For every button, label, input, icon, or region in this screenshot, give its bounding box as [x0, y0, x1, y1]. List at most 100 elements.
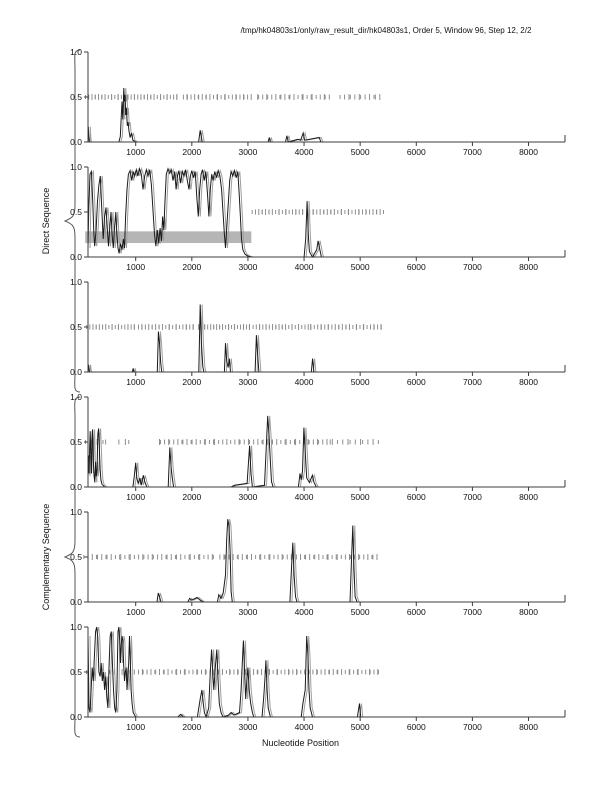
svg-text:7000: 7000	[463, 147, 482, 157]
coding-region-bar	[85, 231, 252, 244]
svg-text:6000: 6000	[407, 722, 426, 732]
orf-marks	[83, 554, 378, 560]
probability-curve	[87, 87, 563, 143]
svg-text:5000: 5000	[351, 722, 370, 732]
panel-direct-frame-1: 1.0 0.5 0.0 1000 2000 3000 4000 5000 6000 7000 800…	[70, 47, 566, 157]
svg-text:6000: 6000	[407, 147, 426, 157]
svg-text:8000: 8000	[519, 492, 538, 502]
svg-text:1.0: 1.0	[70, 277, 82, 287]
svg-text:1.0: 1.0	[70, 507, 82, 517]
x-tick-labels: 1000 2000 3000 4000 5000 6000 7000 8000	[126, 377, 538, 387]
svg-text:1.0: 1.0	[70, 392, 82, 402]
svg-text:4000: 4000	[295, 377, 314, 387]
panel-axes	[84, 166, 566, 261]
probability-curve-shadow	[89, 87, 565, 143]
svg-text:4000: 4000	[295, 262, 314, 272]
svg-text:3000: 3000	[238, 492, 257, 502]
svg-text:1000: 1000	[126, 262, 145, 272]
probability-curve-shadow	[89, 626, 565, 719]
svg-text:2000: 2000	[182, 377, 201, 387]
svg-text:0.5: 0.5	[70, 92, 82, 102]
svg-text:1000: 1000	[126, 147, 145, 157]
page-title: /tmp/hk04803s1/only/raw_result_dir/hk048…	[240, 26, 532, 35]
orf-marks	[86, 324, 382, 330]
svg-text:8000: 8000	[519, 377, 538, 387]
y-tick-labels: 1.0 0.5 0.0	[70, 277, 82, 377]
svg-text:8000: 8000	[519, 607, 538, 617]
panel-complementary-frame-1: 1.0 0.5 0.0 1000 2000 3000 4000 5000 6000 7000 800…	[70, 392, 566, 502]
orf-marks	[86, 669, 379, 675]
svg-text:5000: 5000	[351, 607, 370, 617]
panel-axes	[84, 396, 566, 491]
svg-text:4000: 4000	[295, 492, 314, 502]
x-tick-labels: 1000 2000 3000 4000 5000 6000 7000 8000	[126, 607, 538, 617]
svg-text:0.5: 0.5	[70, 322, 82, 332]
svg-text:7000: 7000	[463, 377, 482, 387]
svg-text:2000: 2000	[182, 607, 201, 617]
svg-text:1.0: 1.0	[70, 162, 82, 172]
orf-marks	[85, 439, 379, 445]
x-axis-title: Nucleotide Position	[261, 738, 340, 748]
svg-text:0.0: 0.0	[70, 137, 82, 147]
y-tick-labels: 1.0 0.5 0.0	[70, 47, 82, 147]
svg-text:8000: 8000	[519, 722, 538, 732]
probability-curve-shadow	[89, 415, 565, 488]
probability-curve	[87, 304, 563, 373]
probability-curve	[87, 166, 563, 258]
panel-axes	[84, 511, 566, 606]
svg-text:3000: 3000	[238, 607, 257, 617]
svg-text:7000: 7000	[463, 492, 482, 502]
svg-text:3000: 3000	[238, 262, 257, 272]
y-tick-labels: 1.0 0.5 0.0	[70, 622, 82, 722]
panel-direct-frame-3: 1.0 0.5 0.0 1000 2000 3000 4000 5000 6000 7000 800…	[70, 277, 566, 387]
svg-text:3000: 3000	[238, 377, 257, 387]
x-tick-labels: 1000 2000 3000 4000 5000 6000 7000 8000	[126, 262, 538, 272]
svg-text:0.5: 0.5	[70, 667, 82, 677]
svg-text:5000: 5000	[351, 147, 370, 157]
svg-text:1.0: 1.0	[70, 47, 82, 57]
svg-text:3000: 3000	[238, 722, 257, 732]
svg-text:4000: 4000	[295, 722, 314, 732]
svg-text:3000: 3000	[238, 147, 257, 157]
orf-marks	[251, 209, 385, 215]
y-tick-labels: 1.0 0.5 0.0	[70, 392, 82, 492]
svg-text:1000: 1000	[126, 492, 145, 502]
svg-text:1000: 1000	[126, 377, 145, 387]
svg-text:0.0: 0.0	[70, 367, 82, 377]
svg-text:6000: 6000	[407, 262, 426, 272]
y-tick-labels: 1.0 0.5 0.0	[70, 162, 82, 262]
svg-text:2000: 2000	[182, 262, 201, 272]
panel-complementary-frame-2: 1.0 0.5 0.0 1000 2000 3000 4000 5000 6000 7000 800…	[70, 507, 566, 617]
svg-text:1000: 1000	[126, 607, 145, 617]
svg-text:1.0: 1.0	[70, 622, 82, 632]
svg-text:0.5: 0.5	[70, 437, 82, 447]
x-tick-labels: 1000 2000 3000 4000 5000 6000 7000 8000	[126, 722, 538, 732]
panel-direct-frame-2: 1.0 0.5 0.0 1000 2000 3000 4000 5000 6000 7000 800…	[70, 162, 566, 272]
svg-text:2000: 2000	[182, 492, 201, 502]
probability-curve	[87, 415, 563, 488]
probability-curve-shadow	[89, 304, 565, 373]
svg-text:4000: 4000	[295, 147, 314, 157]
svg-text:2000: 2000	[182, 722, 201, 732]
svg-text:4000: 4000	[295, 607, 314, 617]
svg-text:0.0: 0.0	[70, 252, 82, 262]
panel-axes	[84, 626, 566, 721]
svg-text:1000: 1000	[126, 722, 145, 732]
chart-panels: 1.0 0.5 0.0 1000 2000 3000 4000 5000 6000 7000 800…	[62, 44, 582, 734]
svg-text:7000: 7000	[463, 262, 482, 272]
svg-text:8000: 8000	[519, 262, 538, 272]
probability-curve	[88, 519, 563, 603]
svg-text:6000: 6000	[407, 607, 426, 617]
svg-text:5000: 5000	[351, 262, 370, 272]
svg-text:0.5: 0.5	[70, 552, 82, 562]
svg-text:6000: 6000	[407, 377, 426, 387]
svg-text:8000: 8000	[519, 147, 538, 157]
x-tick-labels: 1000 2000 3000 4000 5000 6000 7000 8000	[126, 147, 538, 157]
svg-text:5000: 5000	[351, 377, 370, 387]
svg-text:0.0: 0.0	[70, 482, 82, 492]
svg-text:5000: 5000	[351, 492, 370, 502]
probability-curve-shadow	[90, 519, 565, 603]
panel-axes	[84, 51, 566, 146]
x-tick-labels: 1000 2000 3000 4000 5000 6000 7000 8000	[126, 492, 538, 502]
svg-text:7000: 7000	[463, 607, 482, 617]
